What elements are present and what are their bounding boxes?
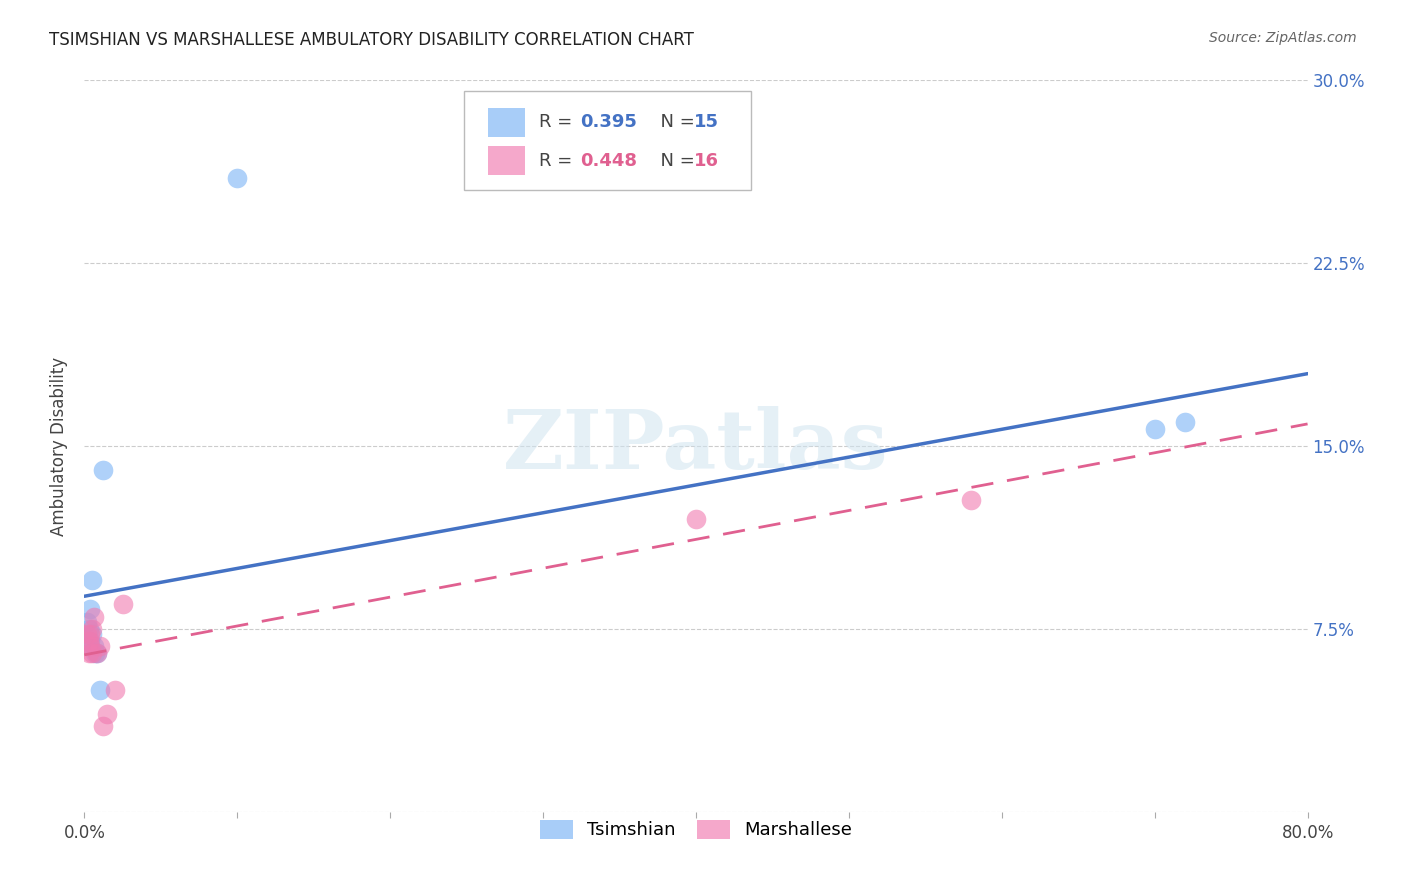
Text: R =: R = [540, 152, 578, 169]
Point [91, 463, 114, 477]
Bar [488, 108, 524, 137]
Point [77, 646, 100, 660]
Point [84, 646, 107, 660]
FancyBboxPatch shape [464, 91, 751, 190]
Text: R =: R = [540, 113, 578, 131]
Point [86, 646, 108, 660]
Point [79, 639, 101, 653]
Point [80, 573, 103, 587]
Point [77, 622, 100, 636]
Point [76, 615, 98, 629]
Point [89, 639, 111, 653]
Point [89, 682, 111, 697]
Legend: Tsimshian, Marshallese: Tsimshian, Marshallese [533, 813, 859, 847]
Point [226, 170, 249, 185]
Point [91, 719, 114, 733]
Point [80, 622, 103, 636]
Point [79, 634, 101, 648]
Point [111, 598, 134, 612]
Text: 16: 16 [693, 152, 718, 169]
Point [86, 646, 108, 660]
Point [79, 602, 101, 616]
Point [83, 639, 105, 653]
Point [79, 626, 101, 640]
Text: 0.448: 0.448 [579, 152, 637, 169]
Point [960, 492, 983, 507]
Text: N =: N = [650, 152, 702, 169]
Text: 15: 15 [693, 113, 718, 131]
Point [77, 639, 100, 653]
Text: N =: N = [650, 113, 702, 131]
Point [685, 512, 707, 526]
Point [96, 707, 118, 722]
Text: TSIMSHIAN VS MARSHALLESE AMBULATORY DISABILITY CORRELATION CHART: TSIMSHIAN VS MARSHALLESE AMBULATORY DISA… [49, 31, 695, 49]
Point [80, 626, 103, 640]
Point [83, 609, 105, 624]
Y-axis label: Ambulatory Disability: Ambulatory Disability [51, 357, 69, 535]
Text: 0.395: 0.395 [579, 113, 637, 131]
Point [76, 626, 98, 640]
Bar [488, 146, 524, 176]
Point [104, 682, 127, 697]
Point [80, 646, 103, 660]
Text: Source: ZipAtlas.com: Source: ZipAtlas.com [1209, 31, 1357, 45]
Text: ZIPatlas: ZIPatlas [503, 406, 889, 486]
Point [77, 634, 100, 648]
Point [1143, 422, 1166, 436]
Point [1174, 415, 1197, 429]
